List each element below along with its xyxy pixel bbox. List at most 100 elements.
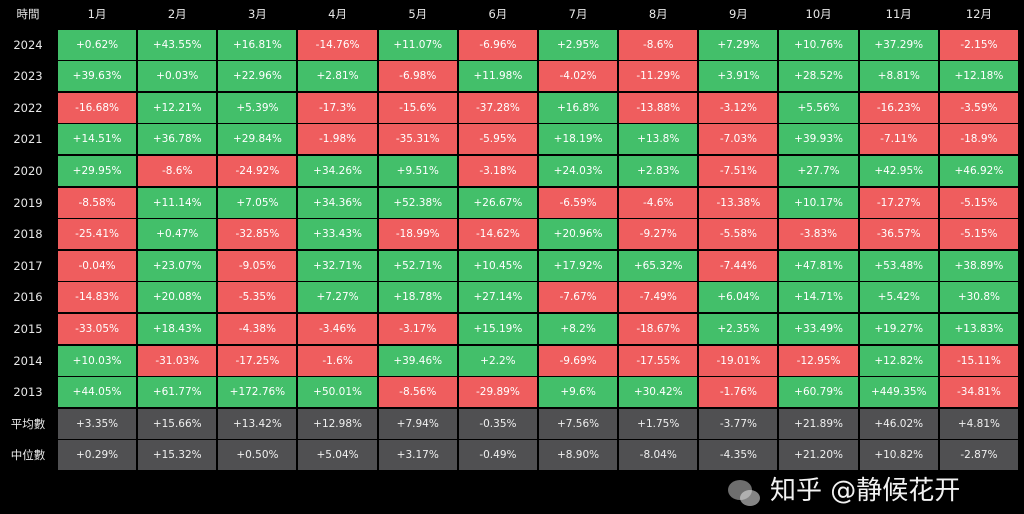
heatmap-cell: -36.57% <box>859 219 938 250</box>
heatmap-cell: -3.18% <box>458 155 537 186</box>
heatmap-cell: +8.2% <box>538 313 618 344</box>
heatmap-cell: +9.6% <box>538 377 618 408</box>
summary-cell: -4.35% <box>699 440 778 471</box>
heatmap-cell: -31.03% <box>138 345 217 376</box>
heatmap-cell: -1.6% <box>298 345 377 376</box>
heatmap-cell: -3.12% <box>699 92 778 123</box>
summary-cell: +0.29% <box>58 440 137 471</box>
heatmap-cell: -4.02% <box>538 61 618 92</box>
heatmap-cell: -37.28% <box>458 92 537 123</box>
heatmap-cell: -7.03% <box>699 124 778 155</box>
heatmap-cell: -13.38% <box>699 187 778 218</box>
heatmap-cell: +13.83% <box>939 313 1018 344</box>
heatmap-cell: +18.19% <box>538 124 618 155</box>
summary-cell: -0.35% <box>458 408 537 439</box>
heatmap-cell: -14.76% <box>298 29 377 60</box>
heatmap-cell: +2.35% <box>699 313 778 344</box>
heatmap-cell: -24.92% <box>218 155 297 186</box>
heatmap-cell: -1.76% <box>699 377 778 408</box>
heatmap-cell: +3.91% <box>699 61 778 92</box>
heatmap-cell: -17.3% <box>298 92 377 123</box>
summary-cell: +12.98% <box>298 408 377 439</box>
heatmap-cell: -3.46% <box>298 313 377 344</box>
heatmap-cell: +24.03% <box>538 155 618 186</box>
heatmap-cell: -8.6% <box>138 155 217 186</box>
heatmap-cell: -6.96% <box>458 29 537 60</box>
heatmap-cell: -18.99% <box>378 219 457 250</box>
heatmap-cell: +30.42% <box>619 377 698 408</box>
heatmap-cell: -18.9% <box>939 124 1018 155</box>
summary-cell: +4.81% <box>939 408 1018 439</box>
heatmap-cell: +14.51% <box>58 124 137 155</box>
heatmap-cell: +33.43% <box>298 219 377 250</box>
heatmap-cell: -12.95% <box>779 345 858 376</box>
heatmap-cell: +39.46% <box>378 345 457 376</box>
heatmap-cell: +13.8% <box>619 124 698 155</box>
column-header: 8月 <box>648 7 668 21</box>
heatmap-cell: -18.67% <box>619 313 698 344</box>
heatmap-cell: -5.15% <box>939 187 1018 218</box>
monthly-returns-heatmap: 時間 1月 2月 3月 4月 5月 6月 7月 8月 9月 10月 11月 12月 2024 +0.62% +… <box>11 7 1018 471</box>
heatmap-cell: -8.56% <box>378 377 457 408</box>
summary-cell: +13.42% <box>218 408 297 439</box>
heatmap-cell: +16.81% <box>218 29 297 60</box>
heatmap-cell: -3.83% <box>779 219 858 250</box>
heatmap-cell: -4.38% <box>218 313 297 344</box>
column-header: 12月 <box>965 7 992 21</box>
row-label: 2024 <box>13 37 43 52</box>
heatmap-cell: +0.62% <box>58 29 137 60</box>
heatmap-cell: +42.95% <box>859 155 938 186</box>
heatmap-cell: +36.78% <box>138 124 217 155</box>
heatmap-cell: +11.14% <box>138 187 217 218</box>
heatmap-cell: +12.18% <box>939 61 1018 92</box>
heatmap-cell: +11.98% <box>458 61 537 92</box>
summary-cell: +7.94% <box>378 408 457 439</box>
heatmap-cell: -3.59% <box>939 92 1018 123</box>
heatmap-cell: +43.55% <box>138 29 217 60</box>
heatmap-cell: +19.27% <box>859 313 938 344</box>
heatmap-cell: -34.81% <box>939 377 1018 408</box>
heatmap-cell: +44.05% <box>58 377 137 408</box>
heatmap-cell: -5.15% <box>939 219 1018 250</box>
heatmap-cell: -5.35% <box>218 282 297 313</box>
heatmap-cell: +10.17% <box>779 187 858 218</box>
heatmap-cell: +14.71% <box>779 282 858 313</box>
row-label: 2017 <box>13 258 43 273</box>
heatmap-cell: -16.68% <box>58 92 137 123</box>
heatmap-cell: +5.39% <box>218 92 297 123</box>
summary-cell: +21.20% <box>779 440 858 471</box>
heatmap-cell: -1.98% <box>298 124 377 155</box>
column-header: 10月 <box>805 7 832 21</box>
heatmap-cell: -17.55% <box>619 345 698 376</box>
wechat-icon <box>728 480 760 506</box>
heatmap-cell: +18.43% <box>138 313 217 344</box>
heatmap-cell: +2.83% <box>619 155 698 186</box>
heatmap-cell: +28.52% <box>779 61 858 92</box>
heatmap-cell: -14.62% <box>458 219 537 250</box>
summary-cell: -8.04% <box>619 440 698 471</box>
heatmap-cell: +17.92% <box>538 250 618 281</box>
column-header: 4月 <box>328 7 347 21</box>
heatmap-cell: -7.51% <box>699 155 778 186</box>
column-header: 6月 <box>488 7 508 21</box>
heatmap-cell: +37.29% <box>859 29 938 60</box>
heatmap-cell: +47.81% <box>779 250 858 281</box>
heatmap-cell: +11.07% <box>378 29 457 60</box>
heatmap-cell: +7.27% <box>298 282 377 313</box>
heatmap-cell: -4.6% <box>619 187 698 218</box>
summary-cell: +46.02% <box>859 408 938 439</box>
row-label: 2023 <box>13 69 43 84</box>
heatmap-cell: +39.93% <box>779 124 858 155</box>
summary-cell: +3.35% <box>58 408 137 439</box>
summary-cell: +15.66% <box>138 408 217 439</box>
column-header: 7月 <box>568 7 588 21</box>
heatmap-cell: +18.78% <box>378 282 457 313</box>
heatmap-cell: +10.76% <box>779 29 858 60</box>
heatmap-cell: +22.96% <box>218 61 297 92</box>
row-label: 2020 <box>13 163 43 178</box>
heatmap-cell: +2.81% <box>298 61 377 92</box>
heatmap-cell: -7.44% <box>699 250 778 281</box>
summary-cell: +8.90% <box>538 440 618 471</box>
heatmap-cell: +29.95% <box>58 155 137 186</box>
heatmap-cell: -3.17% <box>378 313 457 344</box>
